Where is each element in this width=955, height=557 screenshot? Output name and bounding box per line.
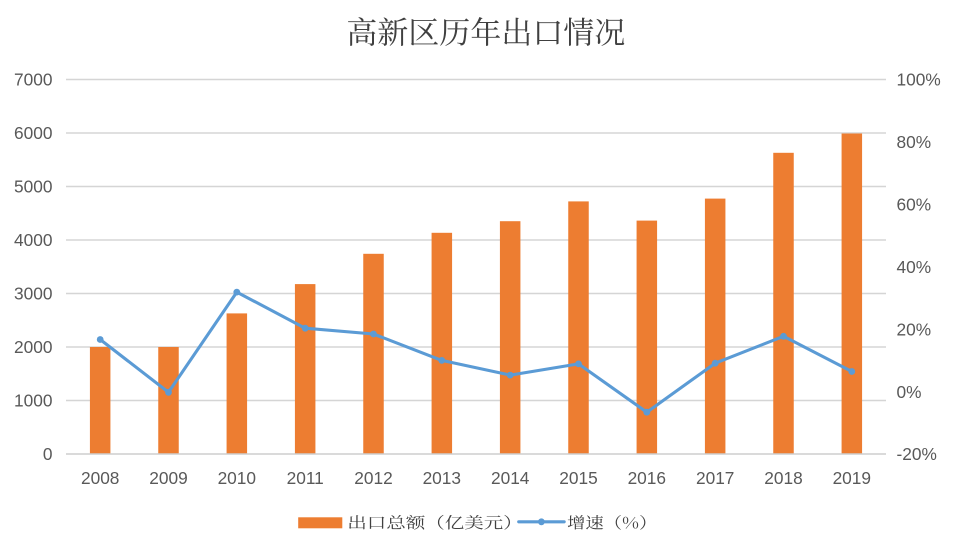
svg-text:2017: 2017 <box>696 468 734 488</box>
svg-text:2012: 2012 <box>354 468 392 488</box>
svg-text:2018: 2018 <box>764 468 802 488</box>
svg-text:6000: 6000 <box>14 123 52 143</box>
svg-text:0: 0 <box>43 444 53 464</box>
svg-text:80%: 80% <box>897 132 932 152</box>
svg-text:40%: 40% <box>897 257 932 277</box>
svg-text:2015: 2015 <box>559 468 597 488</box>
svg-text:100%: 100% <box>897 70 941 90</box>
svg-text:2010: 2010 <box>218 468 256 488</box>
svg-text:5000: 5000 <box>14 177 52 197</box>
svg-text:7000: 7000 <box>14 70 52 90</box>
svg-text:1000: 1000 <box>14 391 52 411</box>
svg-text:2016: 2016 <box>628 468 666 488</box>
svg-text:4000: 4000 <box>14 230 52 250</box>
svg-text:2019: 2019 <box>833 468 871 488</box>
svg-text:20%: 20% <box>897 319 932 339</box>
svg-text:2008: 2008 <box>81 468 119 488</box>
svg-text:2009: 2009 <box>149 468 187 488</box>
svg-text:3000: 3000 <box>14 284 52 304</box>
svg-text:-20%: -20% <box>897 444 937 464</box>
svg-text:2000: 2000 <box>14 337 52 357</box>
svg-text:60%: 60% <box>897 195 932 215</box>
svg-text:2014: 2014 <box>491 468 530 488</box>
svg-text:0%: 0% <box>897 382 922 402</box>
svg-text:2013: 2013 <box>423 468 461 488</box>
svg-text:2011: 2011 <box>287 468 324 488</box>
